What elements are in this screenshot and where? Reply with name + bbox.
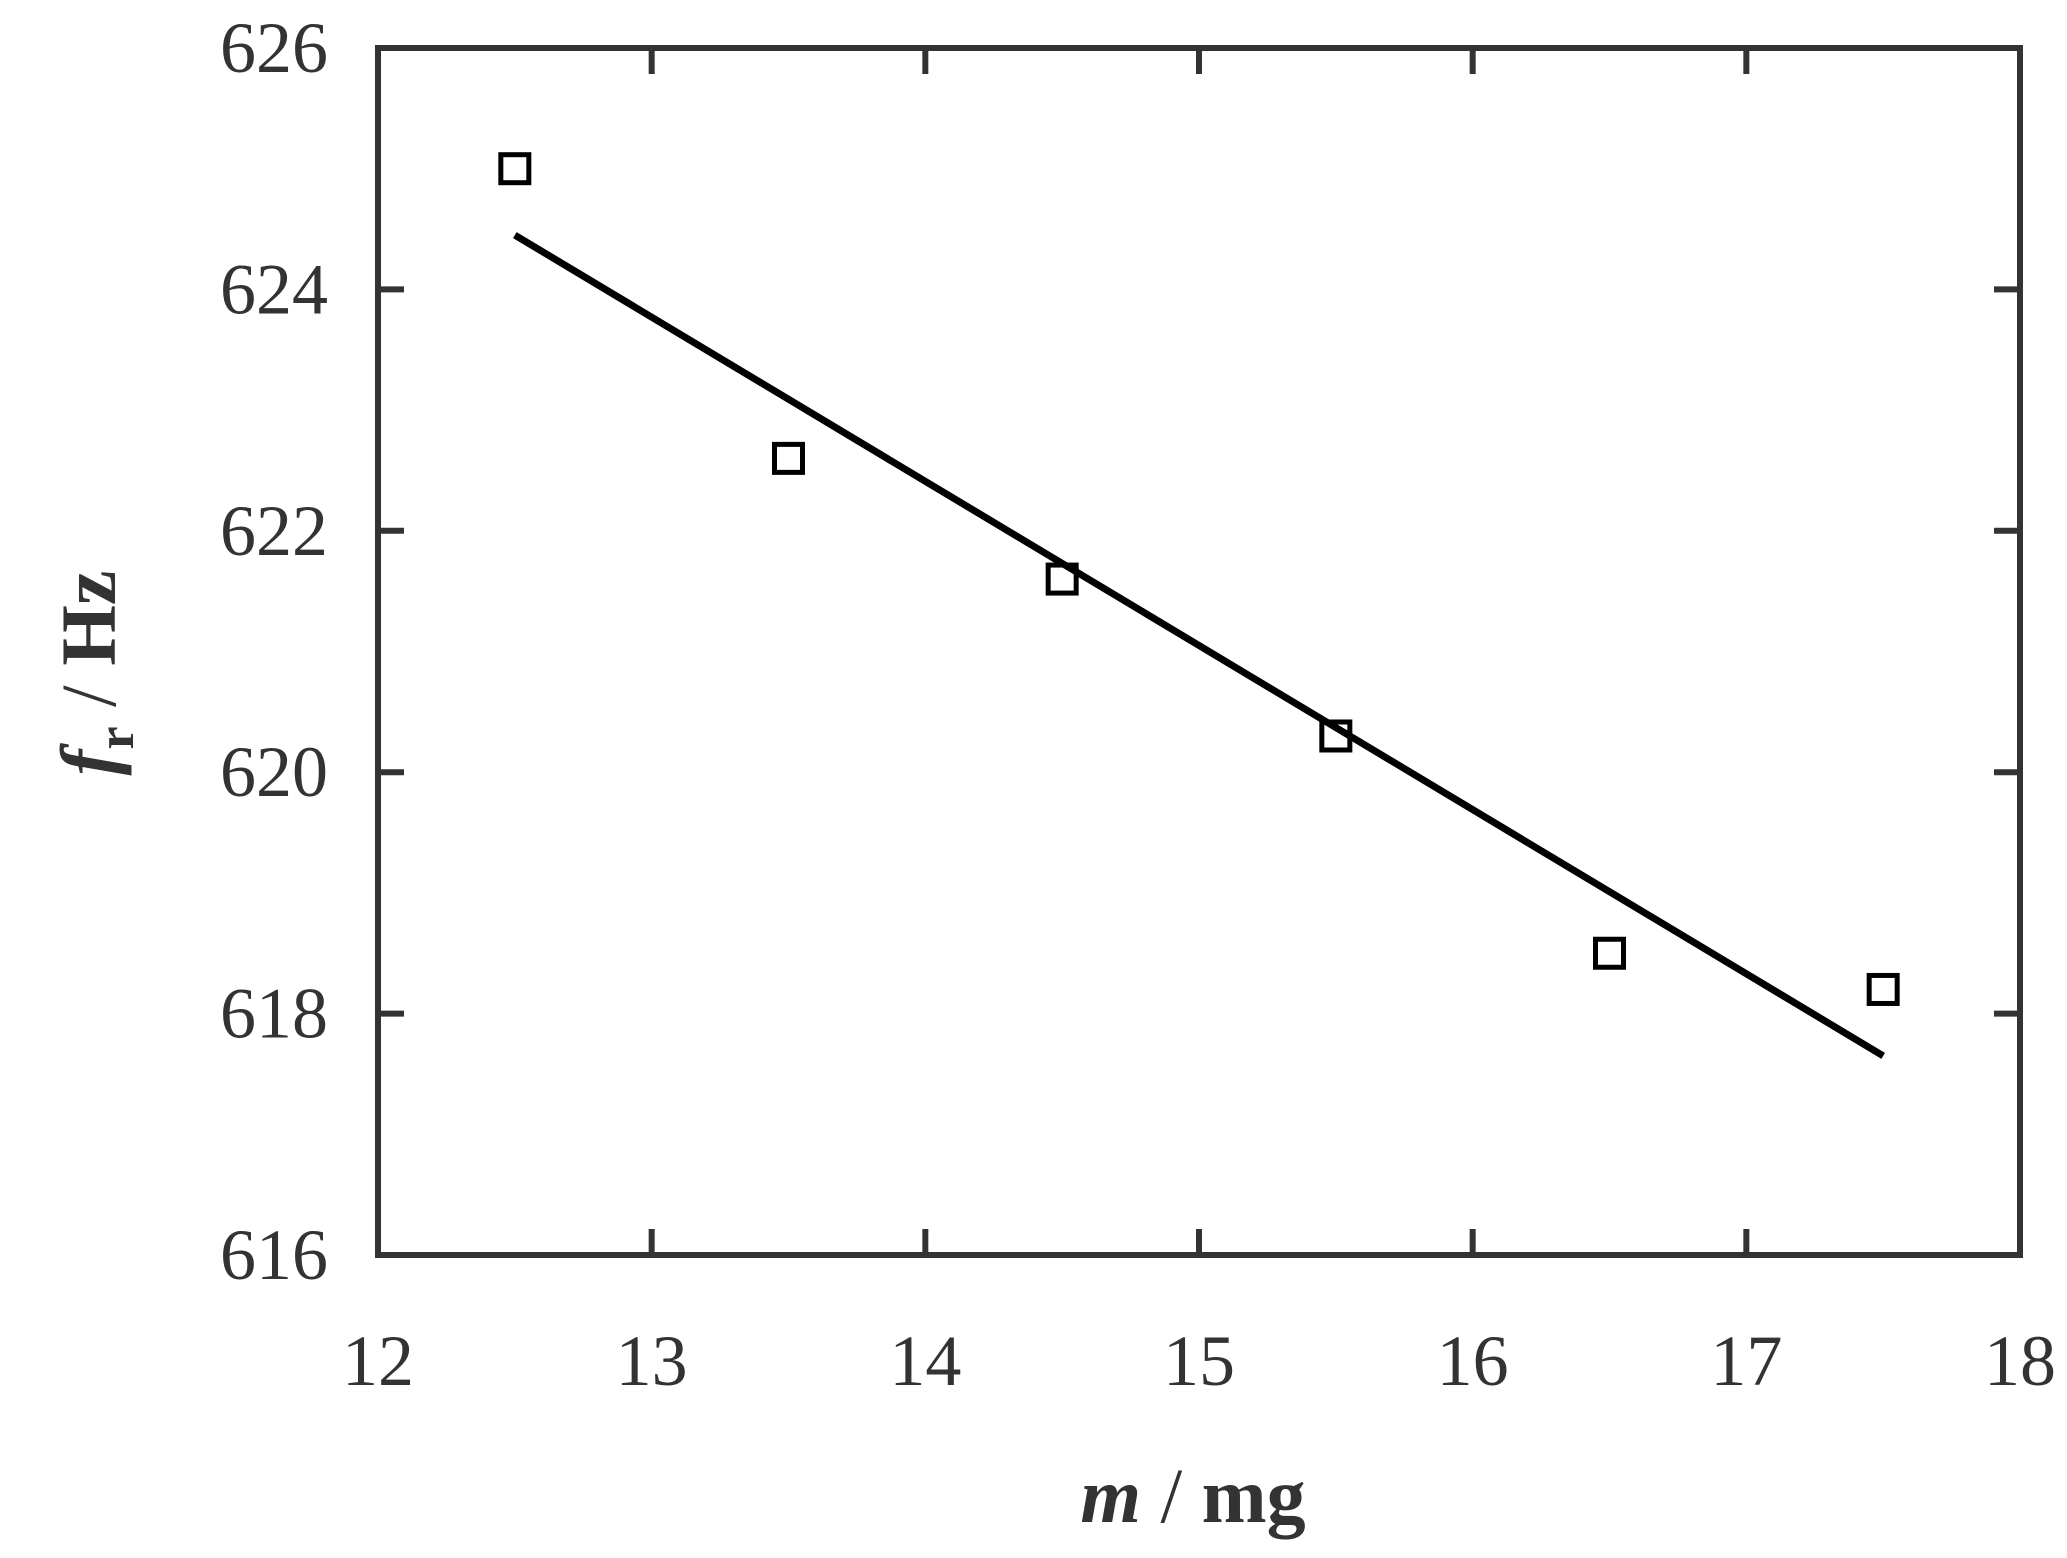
data-point [1593,936,1626,970]
x-tick-label: 15 [1163,1321,1235,1401]
y-tick-label: 620 [220,732,328,812]
axes: 12 13 14 15 16 17 18 616 618 620 622 624 626 [220,8,2056,1401]
plot-frame [375,45,2023,1258]
data-point [1866,972,1900,1006]
data-point [772,441,805,475]
data-point [498,152,532,186]
data-point [1319,719,1353,753]
y-tick-label: 618 [220,974,328,1054]
x-tick-label: 17 [1710,1321,1782,1401]
y-tick-label: 624 [220,249,328,329]
x-tick-label: 16 [1437,1321,1509,1401]
x-tick-label: 13 [616,1321,688,1401]
x-tick-label: 14 [889,1321,961,1401]
y-tick-label: 622 [220,491,328,571]
data-point [1045,562,1079,596]
x-tick-label: 18 [1984,1321,2056,1401]
y-tick-label: 626 [220,8,328,88]
plot-marks [498,152,1900,1059]
y-tick-label: 616 [220,1215,328,1295]
fit-line [513,232,1885,1059]
x-axis-label: m / mg [1080,1452,1305,1539]
y-axis-label: fr / Hz [45,570,145,775]
x-tick-label: 12 [342,1321,414,1401]
